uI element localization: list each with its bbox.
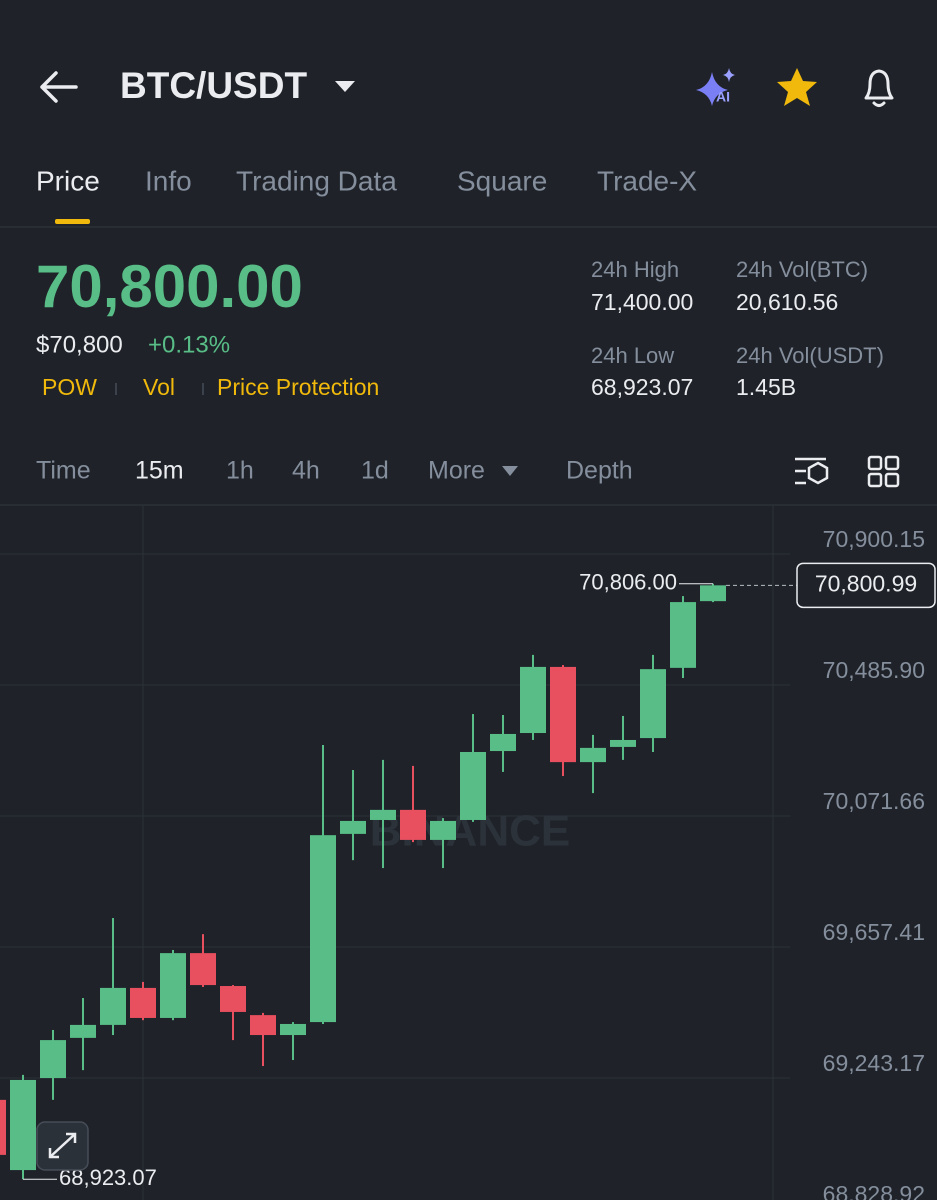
y-tick-label: 69,657.41 — [823, 919, 925, 945]
candle-body — [400, 809, 426, 840]
fullscreen-button[interactable] — [36, 1121, 89, 1171]
indicator-settings[interactable] — [795, 457, 829, 485]
interval[interactable]: 1h — [226, 457, 254, 485]
candle-body — [310, 835, 336, 1023]
tab[interactable]: Price — [36, 165, 100, 196]
interval[interactable]: 15m — [135, 457, 184, 485]
alert-bell[interactable] — [864, 69, 894, 107]
stat-value: 20,610.56 — [736, 289, 838, 315]
candle-body — [640, 669, 666, 739]
bell-clapper — [872, 101, 886, 107]
candle-body — [10, 1079, 36, 1171]
grid-cell — [867, 472, 883, 488]
interval[interactable]: More — [428, 457, 485, 485]
tab[interactable]: Square — [457, 165, 547, 196]
grid-cell — [867, 455, 883, 471]
labels-layer: 70,900.15 70,485.90 70,071.66 69,657.41 69,2… — [23, 526, 936, 1200]
stat-label: 24h Low — [591, 343, 674, 368]
pair-dropdown[interactable] — [335, 81, 355, 92]
interval[interactable]: 4h — [292, 457, 320, 485]
candle-body — [190, 953, 216, 986]
ai-badge: AI — [716, 89, 730, 105]
interval[interactable]: 1d — [361, 457, 389, 485]
candle-body — [670, 602, 696, 668]
grid-cell — [884, 455, 900, 471]
high-marker-label: 70,806.00 — [579, 570, 677, 595]
candle-body — [700, 585, 726, 602]
tag[interactable]: Price Protection — [217, 374, 379, 400]
candle-body — [130, 987, 156, 1018]
tab[interactable]: Info — [145, 165, 192, 196]
stat-label: 24h Vol(BTC) — [736, 257, 868, 282]
candle-body — [370, 809, 396, 820]
tab[interactable]: Trade-X — [597, 165, 697, 196]
candle-body — [250, 1015, 276, 1036]
candle-body — [550, 666, 576, 763]
candle-body — [280, 1023, 306, 1036]
ai-sparkle-small — [723, 68, 735, 82]
y-tick-label: 70,071.66 — [823, 788, 925, 814]
y-tick-label: 70,900.15 — [823, 526, 925, 552]
candle-body — [70, 1024, 96, 1038]
stat-value: 1.45B — [736, 374, 796, 400]
candle-body — [430, 820, 456, 840]
candle-body — [340, 820, 366, 834]
interval[interactable]: Time — [36, 457, 91, 485]
stat-value: 68,923.07 — [591, 374, 693, 400]
candle-body — [160, 953, 186, 1018]
price-change: +0.13% — [148, 331, 230, 358]
ai-sparkle — [696, 72, 728, 106]
settings-lines — [795, 457, 826, 485]
settings-hex — [807, 461, 829, 485]
back-arrow — [40, 71, 78, 103]
layout-grid[interactable] — [867, 455, 900, 488]
last-price-label: 70,800.99 — [815, 570, 917, 596]
candles — [0, 583, 726, 1180]
stat-value: 71,400.00 — [591, 289, 693, 315]
grid-cell — [884, 472, 900, 488]
tag[interactable]: POW — [42, 374, 97, 400]
candle-body — [520, 666, 546, 734]
y-tick-label: 70,485.90 — [823, 657, 925, 683]
candle-body — [0, 1099, 6, 1155]
more-dropdown[interactable] — [502, 466, 518, 476]
candle-body — [100, 987, 126, 1025]
bell-body — [864, 69, 894, 100]
tab-indicator — [55, 219, 90, 224]
candle-body — [490, 733, 516, 752]
candle-body — [220, 986, 246, 1012]
y-tick-label: 69,243.17 — [823, 1050, 925, 1076]
stat-label: 24h Vol(USDT) — [736, 343, 884, 368]
pair-title[interactable]: BTC/USDT — [120, 65, 307, 106]
fullscreen-icon — [48, 1132, 77, 1159]
interval[interactable]: Depth — [566, 457, 633, 485]
last-price-box — [796, 562, 936, 609]
ai-button[interactable]: AI — [696, 68, 735, 106]
price-usd: $70,800 — [36, 331, 123, 358]
back-button[interactable] — [40, 71, 78, 103]
tag[interactable]: Vol — [143, 374, 175, 400]
stat-label: 24h High — [591, 257, 679, 282]
candle-body — [460, 751, 486, 820]
tab[interactable]: Trading Data — [236, 165, 397, 196]
candle-body — [40, 1040, 66, 1079]
candle-body — [580, 747, 606, 763]
favorite-star[interactable] — [777, 68, 817, 106]
y-tick-label: 68,828.92 — [823, 1181, 925, 1200]
candle-body — [610, 739, 636, 747]
last-price: 70,800.00 — [36, 253, 303, 320]
